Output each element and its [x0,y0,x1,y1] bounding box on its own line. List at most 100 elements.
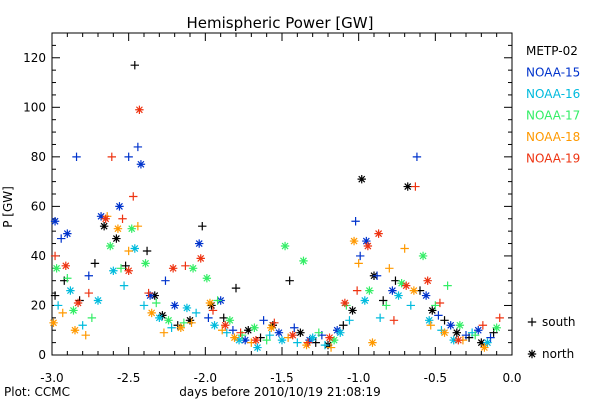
data-point-noaa-17 [262,335,271,345]
data-point-noaa-17 [280,241,290,251]
data-point-noaa-16 [167,323,176,332]
data-point-noaa-15 [241,335,250,345]
data-point-noaa-19 [352,286,362,295]
data-point-noaa-19 [340,298,350,308]
data-point-noaa-19 [270,318,279,327]
data-point-noaa-17 [382,301,391,310]
data-point-noaa-16 [53,301,63,310]
data-point-noaa-17 [141,259,150,268]
data-point-metp-02 [440,316,449,325]
data-point-noaa-18 [426,321,435,330]
legend-label-south: south [542,315,576,329]
data-point-noaa-19 [389,316,399,325]
data-point-noaa-17 [314,328,323,337]
x-tick-label: -2.5 [117,371,140,385]
data-point-metp-02 [391,276,400,285]
data-point-noaa-19 [196,254,205,263]
data-point-noaa-18 [176,323,185,332]
data-point-noaa-15 [259,316,268,325]
data-point-noaa-16 [210,321,219,330]
data-point-noaa-15 [195,239,204,248]
y-tick-label: 20 [31,298,46,312]
data-points [49,61,504,352]
data-point-metp-02 [142,246,152,256]
data-point-noaa-18 [354,259,363,268]
legend-marker-north [527,349,537,359]
legend-entry-noaa-18: NOAA-18 [526,130,580,144]
data-point-noaa-16 [119,281,129,290]
data-point-noaa-18 [349,236,359,246]
data-point-noaa-15 [362,236,371,246]
data-point-noaa-15 [474,326,483,335]
data-point-noaa-19 [168,264,178,273]
data-point-noaa-19 [363,241,373,251]
data-point-noaa-15 [96,212,106,221]
y-tick-label: 100 [23,100,46,114]
data-point-metp-02 [198,222,207,231]
data-point-metp-02 [112,234,121,243]
legend-marker-south [527,317,537,327]
data-point-noaa-17 [431,301,440,310]
data-point-noaa-17 [202,274,212,283]
data-point-noaa-18 [400,244,409,253]
data-point-noaa-17 [106,241,115,251]
data-point-noaa-16 [293,338,302,347]
data-point-noaa-17 [69,306,78,315]
data-point-noaa-15 [372,271,382,280]
y-tick-label: 40 [31,249,46,263]
data-point-noaa-16 [483,338,492,347]
data-point-metp-02 [150,291,159,300]
data-point-noaa-15 [57,234,66,243]
data-point-noaa-15 [170,301,179,310]
data-point-metp-02 [219,313,228,323]
data-point-metp-02 [452,328,461,337]
legend-entry-noaa-15: NOAA-15 [526,66,580,80]
data-point-noaa-16 [93,296,103,305]
x-tick-label: -1.0 [347,371,370,385]
data-point-noaa-16 [449,335,458,345]
y-tick-label: 60 [31,199,46,213]
data-point-metp-02 [121,261,130,271]
data-point-noaa-16 [253,343,262,352]
data-point-noaa-16 [130,244,139,253]
legend-entry-metp-02: METP-02 [526,44,578,58]
data-point-noaa-15 [145,291,155,300]
data-point-noaa-16 [191,308,201,318]
data-point-noaa-19 [236,328,245,337]
data-point-noaa-18 [58,308,67,318]
x-tick-label: -0.5 [424,371,447,385]
y-tick-label: 0 [38,348,46,362]
data-point-noaa-15 [133,142,143,152]
data-point-noaa-17 [152,298,161,308]
data-point-metp-02 [185,316,195,325]
data-point-noaa-16 [182,303,192,313]
data-point-noaa-15 [204,313,213,323]
data-point-metp-02 [348,306,357,315]
data-point-noaa-16 [109,266,118,275]
data-point-noaa-17 [225,316,235,325]
data-point-noaa-17 [418,251,428,261]
data-point-noaa-17 [127,224,136,233]
data-point-noaa-18 [368,338,377,347]
data-point-noaa-15 [124,152,133,162]
data-point-noaa-15 [290,323,299,332]
data-point-noaa-18 [205,298,215,308]
data-point-metp-02 [231,283,241,293]
data-point-noaa-19 [303,338,313,347]
data-point-metp-02 [357,174,366,184]
data-point-noaa-17 [443,281,452,290]
data-point-metp-02 [207,301,216,310]
legend: METP-02 NOAA-15 NOAA-16 NOAA-17 NOAA-18 NOAA-… [526,44,580,361]
data-point-noaa-17 [492,323,501,332]
data-point-noaa-15 [486,333,495,342]
data-point-noaa-19 [478,321,488,330]
data-point-noaa-18 [267,323,276,332]
data-point-noaa-16 [222,328,231,337]
data-point-noaa-16 [320,340,330,350]
x-tick-label: 0.0 [502,371,521,385]
data-point-noaa-18 [409,286,419,295]
data-point-metp-02 [489,328,498,337]
data-point-noaa-15 [50,217,60,226]
data-point-metp-02 [379,296,388,305]
legend-label-north: north [542,347,574,361]
